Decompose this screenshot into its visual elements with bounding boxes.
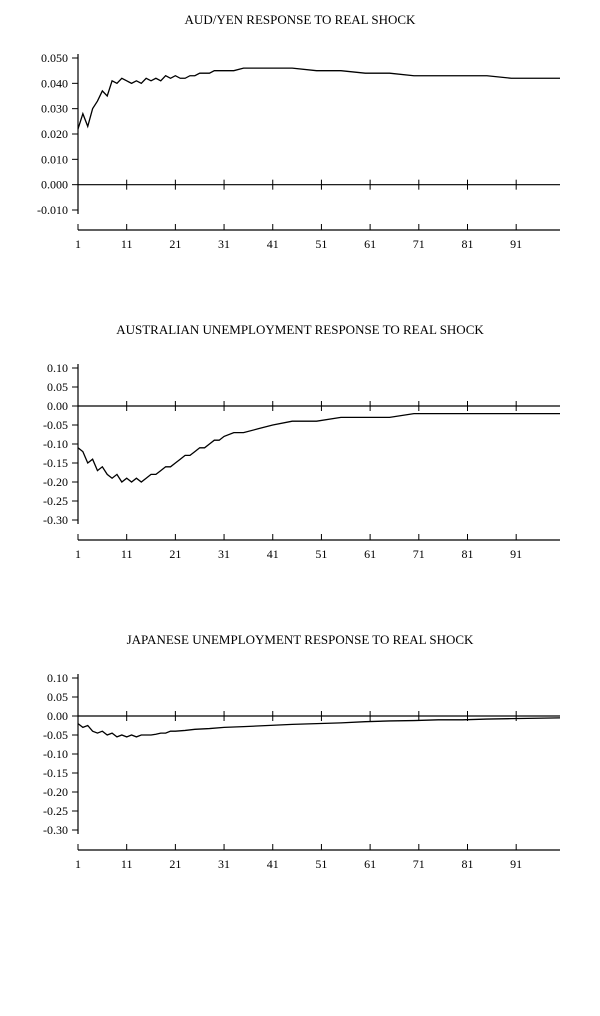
x-tick-label: 31 [218, 547, 230, 561]
data-series [78, 68, 560, 129]
x-tick-label: 31 [218, 857, 230, 871]
y-tick-label: -0.20 [43, 475, 68, 489]
chart-svg-1: AUSTRALIAN UNEMPLOYMENT RESPONSE TO REAL… [0, 310, 600, 620]
y-tick-label: -0.20 [43, 785, 68, 799]
y-tick-label: 0.05 [47, 380, 68, 394]
x-tick-label: 41 [267, 857, 279, 871]
y-tick-label: 0.020 [41, 127, 68, 141]
x-tick-label: 71 [413, 857, 425, 871]
y-tick-label: 0.040 [41, 76, 68, 90]
y-tick-label: -0.10 [43, 747, 68, 761]
x-tick-label: 71 [413, 237, 425, 251]
x-tick-label: 91 [510, 237, 522, 251]
chart-panel-0: AUD/YEN RESPONSE TO REAL SHOCK -0.010 0.00… [0, 0, 600, 310]
y-tick-label: -0.30 [43, 513, 68, 527]
y-tick-label: 0.010 [41, 152, 68, 166]
x-tick-label: 41 [267, 237, 279, 251]
x-tick-label: 21 [169, 547, 181, 561]
chart-title: AUSTRALIAN UNEMPLOYMENT RESPONSE TO REAL… [116, 322, 484, 337]
y-tick-label: -0.25 [43, 494, 68, 508]
y-tick-label: -0.05 [43, 418, 68, 432]
y-tick-label: -0.15 [43, 456, 68, 470]
y-tick-label: 0.00 [47, 399, 68, 413]
y-tick-label: 0.030 [41, 102, 68, 116]
y-tick-label: 0.00 [47, 709, 68, 723]
y-tick-label: -0.10 [43, 437, 68, 451]
x-tick-label: 61 [364, 547, 376, 561]
data-series [78, 718, 560, 737]
chart-svg-0: AUD/YEN RESPONSE TO REAL SHOCK -0.010 0.00… [0, 0, 600, 310]
x-tick-label: 61 [364, 237, 376, 251]
x-tick-label: 1 [75, 857, 81, 871]
data-series [78, 414, 560, 482]
x-tick-label: 91 [510, 857, 522, 871]
chart-panel-2: JAPANESE UNEMPLOYMENT RESPONSE TO REAL S… [0, 620, 600, 930]
y-tick-label: 0.10 [47, 671, 68, 685]
chart-title: JAPANESE UNEMPLOYMENT RESPONSE TO REAL S… [127, 632, 474, 647]
chart-svg-2: JAPANESE UNEMPLOYMENT RESPONSE TO REAL S… [0, 620, 600, 930]
y-tick-label: 0.05 [47, 690, 68, 704]
x-tick-label: 61 [364, 857, 376, 871]
y-tick-label: 0.050 [41, 51, 68, 65]
x-tick-label: 91 [510, 547, 522, 561]
y-tick-label: -0.25 [43, 804, 68, 818]
x-tick-label: 31 [218, 237, 230, 251]
x-tick-label: 51 [315, 547, 327, 561]
y-tick-label: -0.05 [43, 728, 68, 742]
x-tick-label: 1 [75, 237, 81, 251]
x-tick-label: 21 [169, 857, 181, 871]
x-tick-label: 21 [169, 237, 181, 251]
x-tick-label: 11 [121, 857, 133, 871]
x-tick-label: 11 [121, 547, 133, 561]
y-tick-label: -0.15 [43, 766, 68, 780]
x-tick-label: 1 [75, 547, 81, 561]
y-tick-label: -0.010 [37, 203, 68, 217]
x-tick-label: 41 [267, 547, 279, 561]
x-tick-label: 51 [315, 857, 327, 871]
x-tick-label: 81 [461, 857, 473, 871]
x-tick-label: 51 [315, 237, 327, 251]
chart-title: AUD/YEN RESPONSE TO REAL SHOCK [185, 12, 417, 27]
x-tick-label: 11 [121, 237, 133, 251]
x-tick-label: 81 [461, 237, 473, 251]
x-tick-label: 71 [413, 547, 425, 561]
chart-panel-1: AUSTRALIAN UNEMPLOYMENT RESPONSE TO REAL… [0, 310, 600, 620]
y-tick-label: 0.000 [41, 178, 68, 192]
y-tick-label: -0.30 [43, 823, 68, 837]
x-tick-label: 81 [461, 547, 473, 561]
y-tick-label: 0.10 [47, 361, 68, 375]
